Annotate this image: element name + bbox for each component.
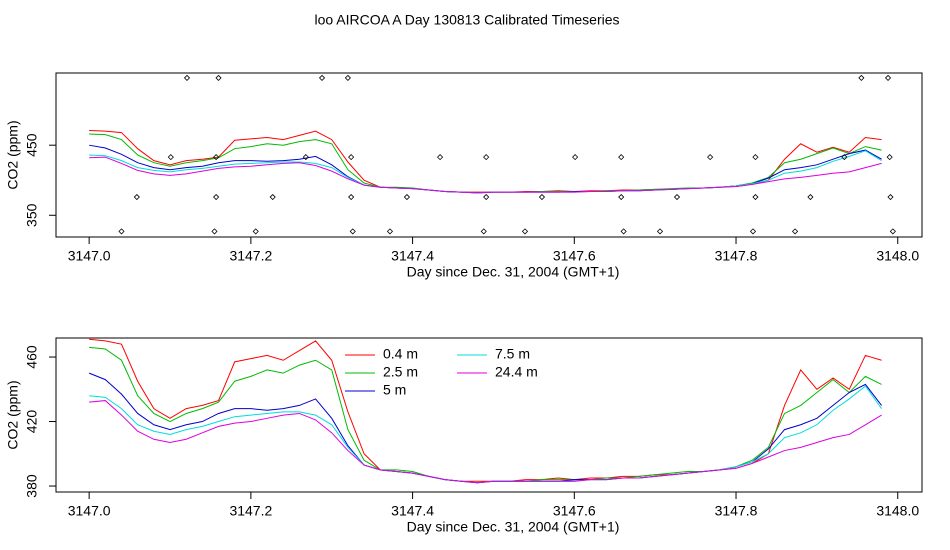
flag-point — [215, 74, 222, 81]
x-tick-label: 3147.2 — [229, 248, 272, 264]
series-line — [89, 144, 882, 194]
flag-point — [252, 228, 259, 235]
flag-point — [884, 74, 892, 81]
flag-point — [437, 154, 444, 161]
flag-point — [572, 154, 579, 161]
flag-point — [752, 154, 759, 161]
flag-point — [841, 154, 848, 161]
flag-point — [480, 228, 487, 235]
y-tick-label: 350 — [24, 203, 40, 227]
flag-point — [620, 228, 627, 235]
x-axis-label: Day since Dec. 31, 2004 (GMT+1) — [407, 264, 620, 280]
x-tick-label: 3147.8 — [715, 248, 758, 264]
x-tick-label: 3147.2 — [229, 503, 272, 519]
flag-point — [386, 228, 394, 235]
flag-point — [344, 74, 351, 81]
plot-frame — [55, 337, 923, 493]
series-line — [89, 338, 882, 482]
x-tick-label: 3147.8 — [715, 503, 758, 519]
flag-point — [483, 193, 490, 201]
flag-point — [348, 154, 355, 161]
flag-point — [302, 154, 309, 161]
flag-point — [656, 228, 664, 235]
legend-label: 7.5 m — [495, 346, 530, 362]
series-line — [88, 372, 882, 484]
series-line — [89, 385, 882, 484]
series-line — [89, 133, 882, 194]
legend: 0.4 m 2.5 m 5 m 7.5 m 24.4 m — [345, 346, 538, 398]
y-tick-label: 420 — [24, 410, 40, 434]
flag-point — [886, 154, 893, 161]
x-tick-label: 3148.0 — [876, 503, 919, 519]
y-tick-label: 380 — [24, 474, 40, 498]
flag-point — [213, 193, 220, 201]
x-tick-label: 3147.6 — [553, 503, 596, 519]
x-tick-label: 3147.4 — [391, 503, 434, 519]
flag-point — [749, 228, 757, 235]
flag-point — [791, 228, 799, 235]
flag-point — [213, 154, 220, 161]
flag-point — [538, 193, 546, 201]
flag-point — [858, 74, 865, 81]
flag-point — [403, 193, 410, 201]
series-line — [89, 150, 882, 194]
series-line — [89, 156, 882, 194]
flag-point — [349, 228, 356, 235]
flag-point — [483, 154, 490, 161]
legend-label: 0.4 m — [383, 346, 418, 362]
legend-label: 24.4 m — [495, 364, 538, 380]
flag-point — [673, 193, 681, 201]
x-tick-label: 3147.4 — [391, 248, 434, 264]
flag-point — [167, 154, 174, 161]
flag-point — [707, 154, 714, 161]
flag-point — [889, 228, 896, 235]
flag-point — [211, 228, 218, 235]
legend-label: 5 m — [383, 382, 406, 398]
flag-point — [318, 74, 326, 81]
legend-label: 2.5 m — [383, 364, 418, 380]
flag-point — [807, 193, 814, 201]
x-tick-label: 3147.0 — [68, 248, 111, 264]
flag-point — [348, 193, 355, 201]
series-line — [89, 346, 882, 484]
flag-point — [752, 193, 759, 201]
plot-frame — [55, 72, 923, 238]
flag-point — [521, 228, 529, 235]
flag-point — [118, 228, 125, 235]
flag-point — [269, 193, 276, 201]
x-tick-label: 3147.6 — [553, 248, 596, 264]
chart-title: loo AIRCOA A Day 130813 Calibrated Times… — [314, 12, 619, 28]
x-tick-label: 3147.0 — [68, 503, 111, 519]
flag-point — [887, 193, 894, 201]
series-line — [89, 400, 882, 484]
y-tick-label: 460 — [24, 345, 40, 369]
x-axis-label: Day since Dec. 31, 2004 (GMT+1) — [407, 519, 620, 535]
y-axis-label: CO2 (ppm) — [5, 120, 21, 189]
x-tick-label: 3148.0 — [876, 248, 919, 264]
y-tick-label: 450 — [24, 133, 40, 157]
flag-point — [618, 154, 625, 161]
flag-point — [618, 193, 625, 201]
flag-point — [133, 193, 140, 201]
y-axis-label: CO2 (ppm) — [5, 380, 21, 449]
flag-point — [183, 74, 191, 81]
